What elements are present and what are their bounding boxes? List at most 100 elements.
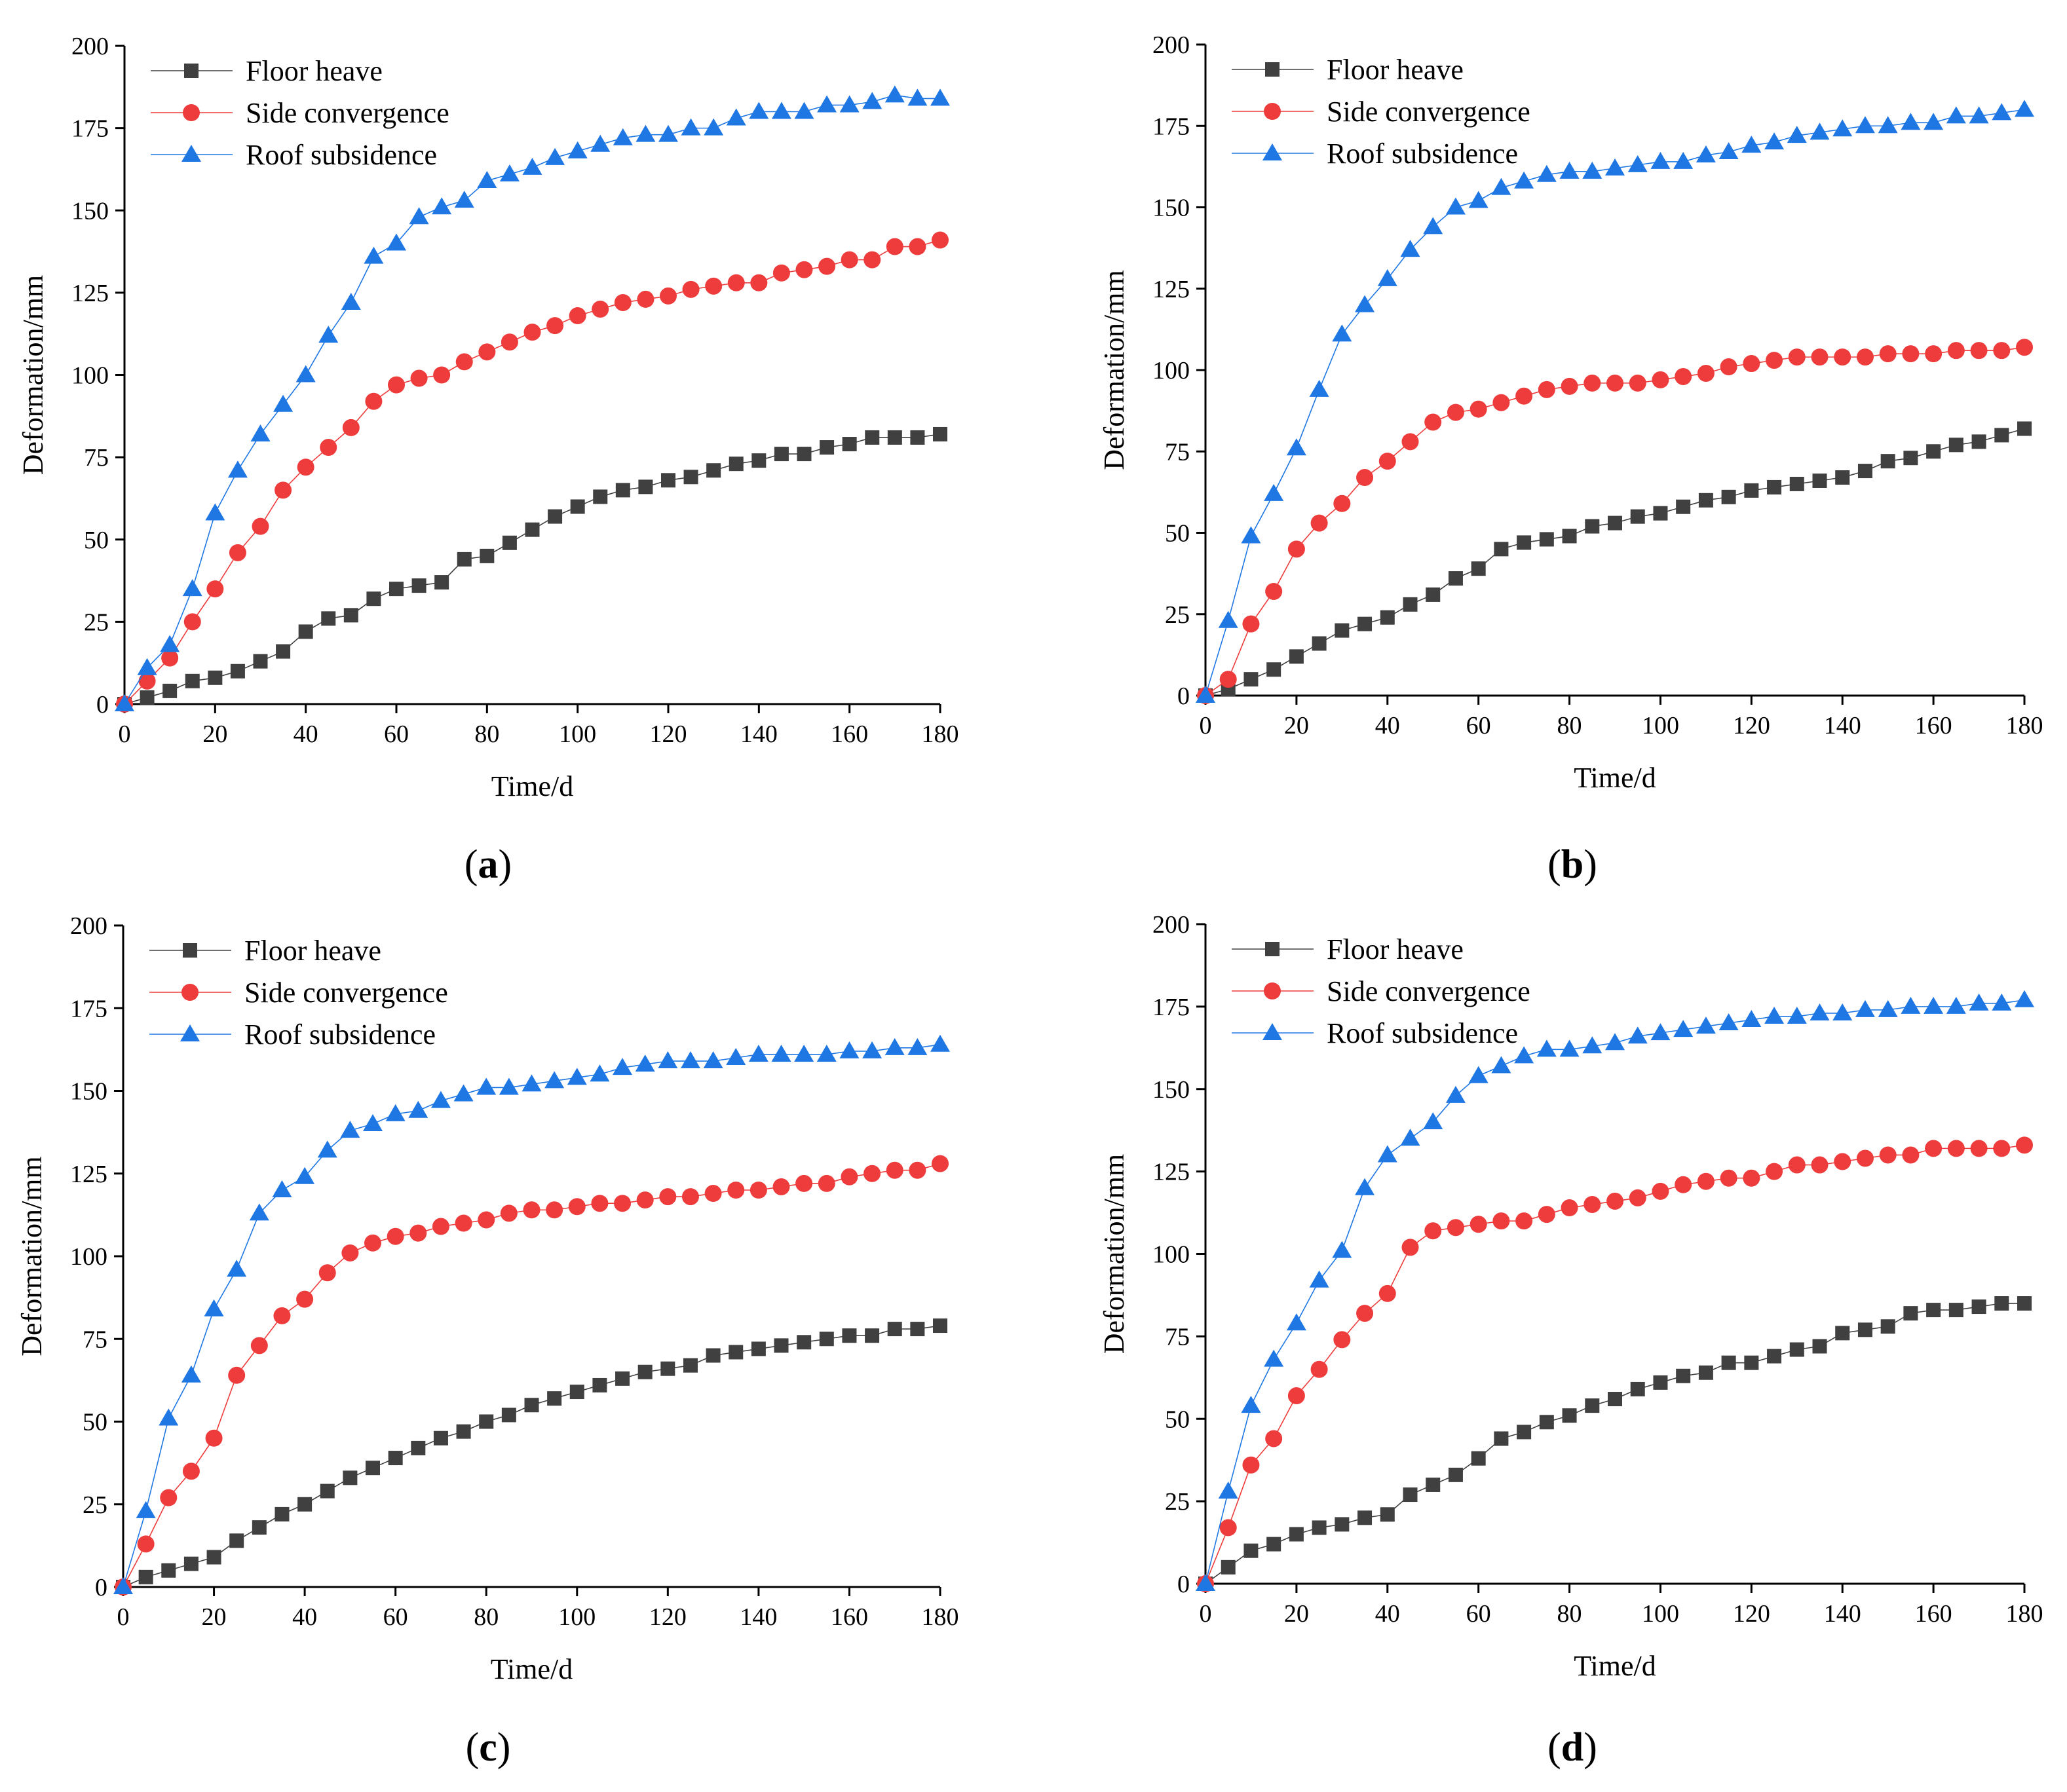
roof-subsidence-point bbox=[227, 1260, 247, 1277]
side-convergence-point bbox=[841, 251, 858, 269]
floor-heave-point bbox=[729, 457, 744, 472]
floor-heave-point bbox=[1403, 597, 1418, 612]
side-convergence-point bbox=[795, 261, 813, 278]
side-convergence-point bbox=[501, 333, 518, 351]
side-convergence-point bbox=[387, 1227, 404, 1245]
side-convergence-point bbox=[772, 264, 790, 282]
side-convergence-point bbox=[273, 1307, 291, 1324]
side-convergence-point bbox=[1287, 1387, 1305, 1405]
roof-subsidence-point bbox=[771, 102, 791, 119]
side-convergence-point bbox=[1947, 1140, 1965, 1157]
roof-subsidence-point bbox=[1673, 151, 1694, 169]
floor-heave-point bbox=[1380, 610, 1395, 625]
roof-subsidence-point bbox=[295, 1167, 315, 1184]
floor-heave-point bbox=[1312, 1520, 1327, 1535]
chart-svg: 0 20 40 60 80 100 120 140 160 180 0 25 50 75 100 125 150… bbox=[16, 912, 959, 1685]
floor-heave-point bbox=[1243, 1543, 1259, 1558]
y-tick-label: 200 bbox=[70, 912, 107, 940]
floor-heave-point bbox=[1744, 1355, 1759, 1370]
side-convergence-point bbox=[433, 366, 451, 384]
floor-heave-point bbox=[1880, 1319, 1895, 1334]
side-convergence-point bbox=[1515, 387, 1533, 405]
y-axis-label: Deformation/mm bbox=[16, 1156, 48, 1356]
y-tick-label: 175 bbox=[1152, 994, 1190, 1021]
x-tick-label: 40 bbox=[294, 720, 318, 748]
floor-heave-point bbox=[592, 1377, 607, 1392]
side-convergence-point bbox=[1811, 1156, 1829, 1174]
floor-heave-point bbox=[320, 1484, 335, 1499]
roof-subsidence-point bbox=[1536, 1039, 1557, 1057]
x-tick-label: 180 bbox=[922, 720, 959, 748]
floor-heave-point bbox=[502, 535, 517, 550]
side-convergence-point bbox=[365, 392, 383, 410]
legend-label-side-convergence: Side convergence bbox=[246, 97, 449, 129]
floor-heave-point bbox=[1812, 1339, 1827, 1354]
x-tick-label: 0 bbox=[1200, 712, 1212, 739]
roof-subsidence-point bbox=[1582, 161, 1602, 179]
roof-subsidence-point bbox=[1878, 999, 1898, 1017]
x-tick-label: 0 bbox=[117, 1603, 130, 1631]
y-tick-label: 75 bbox=[1165, 1323, 1190, 1351]
panel-label: (c) bbox=[465, 1725, 511, 1770]
floor-heave-point bbox=[276, 644, 291, 659]
legend-marker-roof-subsidence bbox=[1262, 1023, 1282, 1040]
y-tick-label: 150 bbox=[1152, 195, 1190, 222]
floor-heave-point bbox=[161, 1563, 176, 1578]
roof-subsidence-point bbox=[1423, 1112, 1443, 1130]
floor-heave-point bbox=[683, 1358, 698, 1373]
floor-heave-point bbox=[185, 673, 200, 688]
floor-heave-point bbox=[1562, 1408, 1577, 1423]
floor-heave-point bbox=[1721, 489, 1736, 504]
roof-subsidence-point bbox=[136, 1501, 156, 1518]
side-convergence-point bbox=[1538, 1206, 1555, 1223]
y-tick-label: 175 bbox=[71, 115, 109, 143]
side-convergence-point bbox=[1356, 469, 1374, 487]
side-convergence-point bbox=[636, 1191, 654, 1209]
roof-subsidence-line bbox=[1205, 999, 2025, 1584]
roof-subsidence-point bbox=[1878, 116, 1898, 134]
roof-subsidence-point bbox=[1241, 526, 1261, 544]
side-convergence-point bbox=[1492, 1212, 1510, 1230]
floor-heave-point bbox=[1676, 499, 1691, 514]
y-tick-label: 200 bbox=[71, 33, 109, 60]
roof-subsidence-point bbox=[590, 1064, 610, 1082]
side-convergence-point bbox=[1606, 374, 1623, 392]
floor-heave-point bbox=[1880, 454, 1895, 469]
roof-subsidence-point bbox=[204, 1299, 224, 1316]
roof-subsidence-point bbox=[1355, 1178, 1375, 1195]
floor-heave-point bbox=[1494, 1431, 1509, 1446]
floor-heave-point bbox=[593, 489, 608, 504]
side-convergence-point bbox=[250, 1337, 268, 1354]
side-convergence-point bbox=[795, 1174, 813, 1192]
roof-subsidence-point bbox=[1514, 1046, 1534, 1064]
side-convergence-point bbox=[932, 1155, 949, 1172]
side-convergence-point bbox=[1219, 1519, 1237, 1537]
floor-heave-point bbox=[411, 578, 427, 593]
side-convergence-point bbox=[592, 301, 609, 318]
side-convergence-point bbox=[568, 1198, 586, 1216]
roof-subsidence-point bbox=[1468, 1066, 1489, 1083]
floor-heave-point bbox=[1335, 1517, 1350, 1532]
floor-heave-point bbox=[524, 1398, 539, 1413]
side-convergence-point bbox=[1424, 413, 1442, 431]
side-convergence-point bbox=[523, 1201, 540, 1219]
y-tick-label: 50 bbox=[84, 527, 109, 554]
floor-heave-point bbox=[1608, 1392, 1622, 1407]
floor-heave-point bbox=[910, 430, 925, 445]
side-convergence-point bbox=[1287, 540, 1305, 558]
floor-heave-point bbox=[434, 575, 449, 590]
side-convergence-point bbox=[1675, 1176, 1692, 1193]
panel-letter: a bbox=[478, 842, 499, 887]
panel-label: (d) bbox=[1547, 1725, 1597, 1770]
floor-heave-point bbox=[388, 1451, 403, 1466]
roof-subsidence-point bbox=[1901, 996, 1921, 1014]
roof-subsidence-point bbox=[409, 207, 429, 225]
legend-marker-roof-subsidence bbox=[181, 145, 201, 162]
y-tick-label: 25 bbox=[1165, 1488, 1190, 1516]
panel-letter: d bbox=[1561, 1725, 1584, 1770]
x-tick-label: 180 bbox=[922, 1603, 959, 1631]
side-convergence-point bbox=[342, 419, 360, 436]
side-convergence-point bbox=[1925, 1140, 1943, 1157]
side-convergence-point bbox=[727, 274, 745, 291]
chart-panel-c: 0 20 40 60 80 100 120 140 160 180 0 25 50 75 100 125 150… bbox=[0, 896, 1033, 1792]
